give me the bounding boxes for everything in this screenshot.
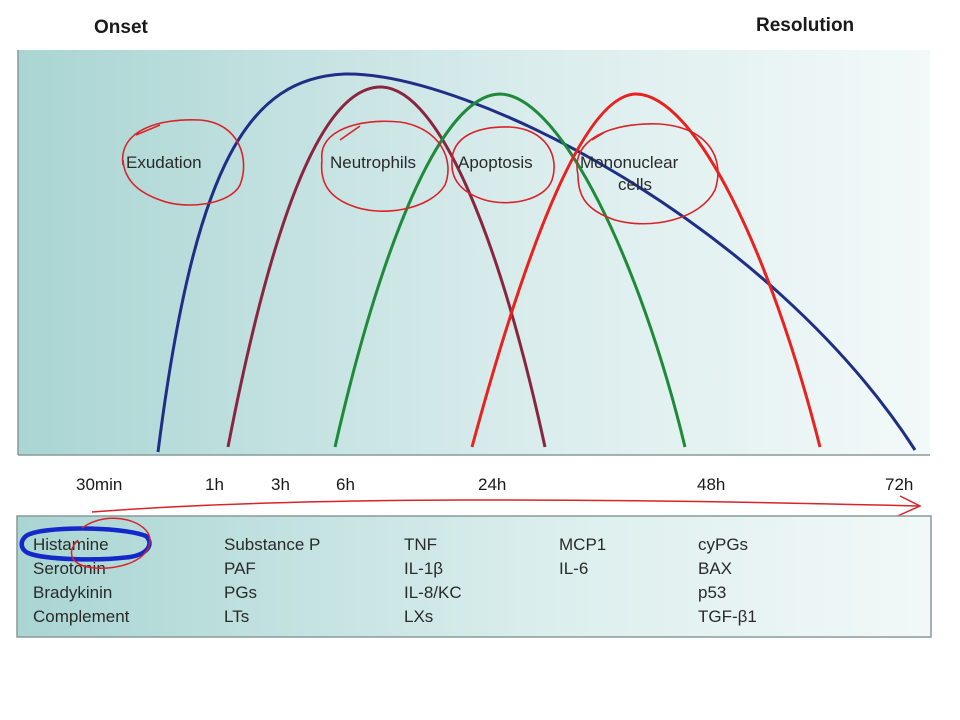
mediator-il-6: IL-6 — [559, 559, 588, 578]
mediator-serotonin: Serotonin — [33, 559, 106, 578]
phase-label-exudation: Exudation — [126, 153, 202, 172]
annotation-circle-neutrophils — [320, 120, 449, 212]
mediator-bradykinin: Bradykinin — [33, 583, 112, 602]
tick-3h: 3h — [271, 475, 290, 494]
tick-72h: 72h — [885, 475, 913, 494]
annotation-highlight-histamine — [19, 526, 152, 562]
mediator-tnf: TNF — [404, 535, 437, 554]
exudation-curve — [156, 72, 917, 453]
annotation-circle-exudation — [121, 119, 245, 206]
phase-label-neutrophils: Neutrophils — [330, 153, 416, 172]
mediator-lxs: LXs — [404, 607, 433, 626]
mediator-cypgs: cyPGs — [698, 535, 748, 554]
tick-1h: 1h — [205, 475, 224, 494]
mediator-substance-p: Substance P — [224, 535, 320, 554]
mediator-pgs: PGs — [224, 583, 257, 602]
apoptosis-curve — [333, 92, 687, 448]
tick-30min: 30min — [76, 475, 122, 494]
phase-label-apoptosis: Apoptosis — [458, 153, 533, 172]
mediator-mcp1: MCP1 — [559, 535, 606, 554]
resolution-label: Resolution — [756, 15, 854, 36]
annotation-time-arrow — [91, 499, 919, 513]
mediator-lts: LTs — [224, 607, 249, 626]
mediator-histamine: Histamine — [33, 535, 109, 554]
phase-label-cells: cells — [618, 175, 652, 194]
annotation-time-arrowhead — [892, 495, 922, 519]
neutrophil-curve — [226, 85, 547, 448]
phase-label-mononuclear: Mononuclear — [580, 153, 679, 172]
tick-6h: 6h — [336, 475, 355, 494]
mediator-il-8-kc: IL-8/KC — [404, 583, 462, 602]
annotation-circle-mononuclear — [576, 123, 719, 225]
tick-48h: 48h — [697, 475, 725, 494]
mediator-paf: PAF — [224, 559, 256, 578]
mononuclear-curve — [470, 92, 822, 448]
mediator-p53: p53 — [698, 583, 726, 602]
mediator-complement: Complement — [33, 607, 130, 626]
mediator-bax: BAX — [698, 559, 732, 578]
onset-label: Onset — [94, 17, 149, 38]
tick-24h: 24h — [478, 475, 506, 494]
annotation-circle-histamine — [70, 517, 151, 569]
annotation-circle-apoptosis — [451, 126, 555, 204]
mediator-il-1b: IL-1β — [404, 559, 443, 578]
mediator-tgf-b1: TGF-β1 — [698, 607, 757, 626]
plot-panel — [18, 50, 930, 455]
mediator-table-panel — [16, 515, 932, 638]
